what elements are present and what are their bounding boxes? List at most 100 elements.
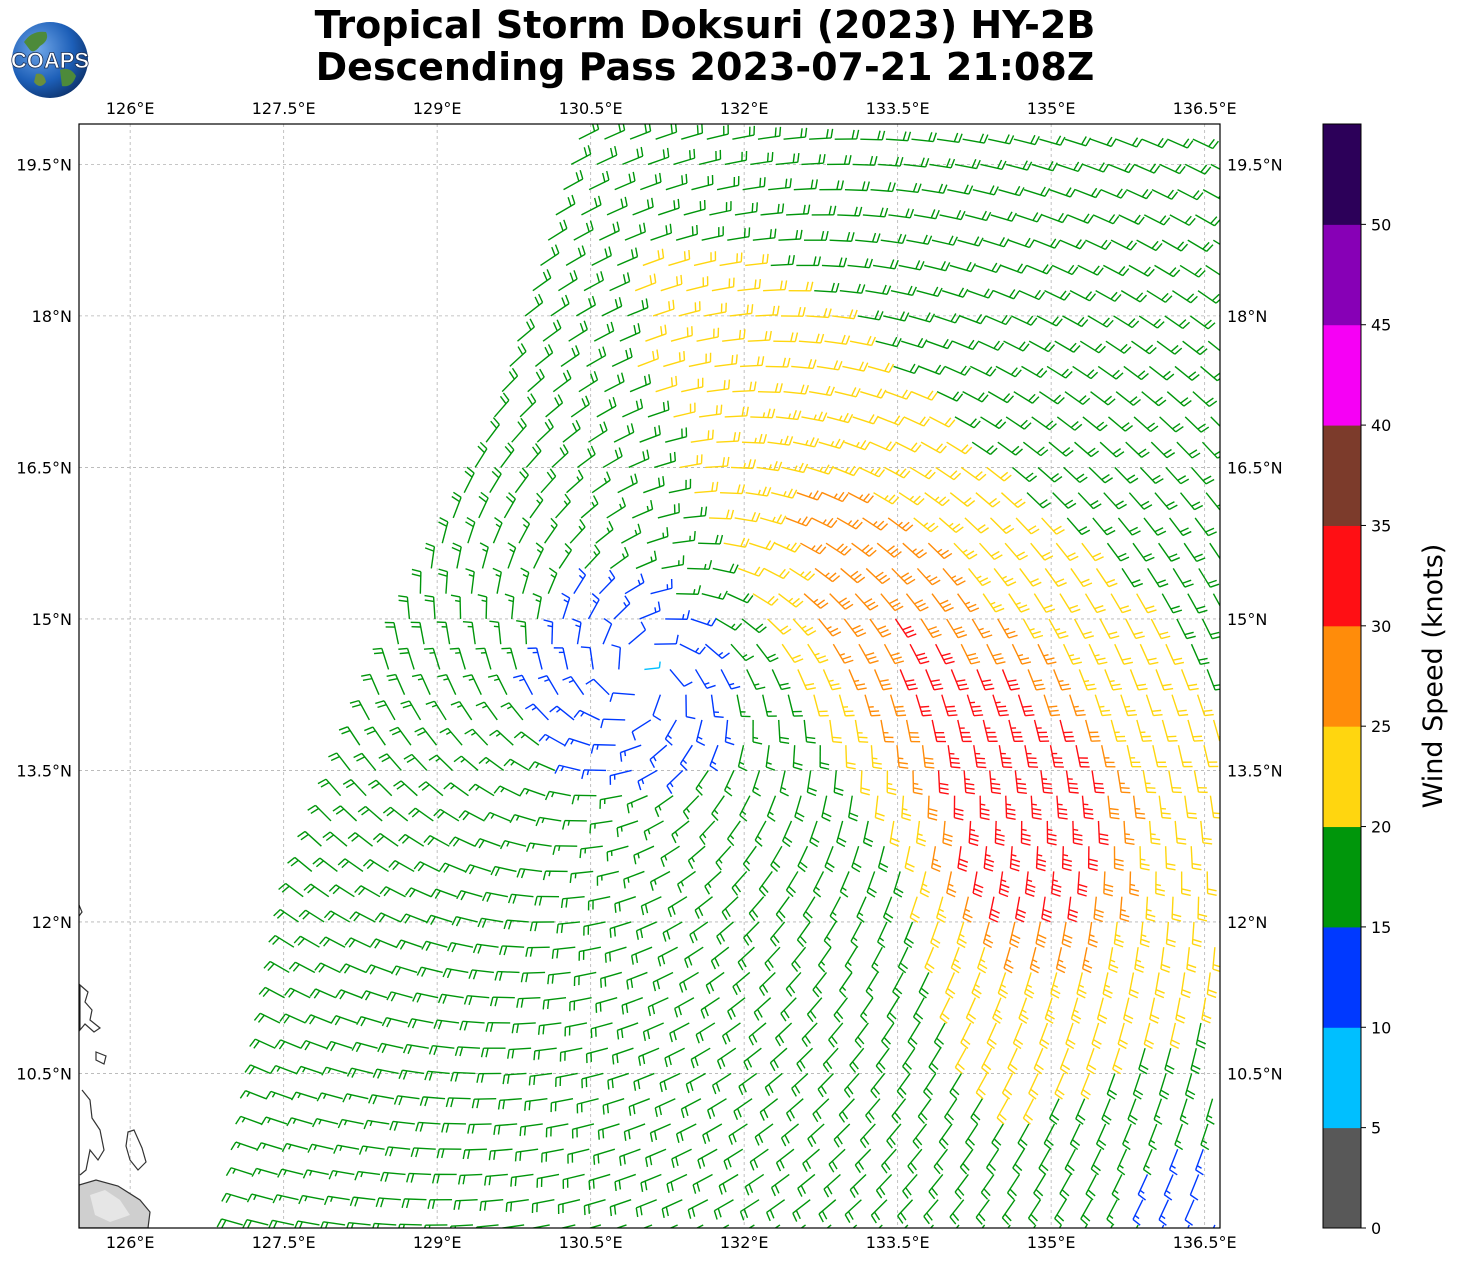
wind-barb bbox=[1160, 947, 1171, 973]
wind-barb bbox=[221, 1192, 248, 1204]
wind-barb bbox=[791, 946, 807, 972]
wind-barb bbox=[1114, 643, 1133, 665]
wind-barb bbox=[738, 566, 765, 577]
wind-barb bbox=[893, 871, 904, 898]
wind-barb bbox=[687, 845, 706, 869]
wind-barb bbox=[462, 1148, 487, 1160]
wind-barb bbox=[1090, 1148, 1102, 1176]
wind-barb bbox=[847, 492, 874, 504]
wind-barb bbox=[349, 911, 376, 923]
wind-barb bbox=[991, 1123, 1004, 1150]
wind-barb bbox=[1168, 770, 1182, 794]
wind-barb bbox=[626, 795, 648, 814]
wind-barb bbox=[450, 594, 462, 619]
wind-barb bbox=[1095, 290, 1122, 302]
wind-barb bbox=[809, 385, 835, 397]
wind-barb bbox=[561, 819, 587, 830]
wind-barb bbox=[844, 1199, 862, 1223]
wind-barb bbox=[662, 921, 683, 942]
wind-barb bbox=[746, 669, 766, 690]
wind-barb bbox=[734, 512, 761, 523]
wind-barb bbox=[1195, 1022, 1207, 1049]
wind-barb bbox=[907, 1148, 923, 1174]
wind-barb bbox=[263, 960, 290, 974]
wind-barb bbox=[1054, 1073, 1065, 1100]
wind-barb bbox=[1164, 1048, 1175, 1075]
wind-barb bbox=[480, 1047, 506, 1058]
wind-barb bbox=[834, 129, 860, 140]
wind-barb bbox=[1165, 643, 1185, 665]
wind-barb bbox=[602, 1098, 625, 1115]
wind-barb bbox=[436, 1148, 462, 1159]
wind-barb bbox=[402, 1043, 429, 1055]
wind-barb bbox=[637, 769, 658, 791]
wind-barb bbox=[829, 231, 855, 242]
wind-barb bbox=[1049, 187, 1076, 198]
wind-barb bbox=[288, 961, 316, 974]
wind-barb bbox=[1005, 416, 1032, 430]
wind-barb bbox=[407, 1018, 434, 1029]
wind-barb bbox=[1049, 745, 1064, 768]
wind-barb bbox=[814, 567, 841, 583]
wind-barb bbox=[1095, 1123, 1107, 1151]
wind-barb bbox=[982, 921, 994, 949]
wind-barb bbox=[1194, 517, 1217, 537]
wind-barb bbox=[534, 344, 554, 367]
wind-barb bbox=[390, 965, 418, 976]
wind-barb bbox=[1134, 947, 1145, 973]
wind-barb bbox=[1082, 416, 1108, 432]
wind-barb bbox=[690, 617, 718, 627]
wind-barb bbox=[881, 1022, 895, 1049]
wind-barb bbox=[992, 694, 1009, 717]
wind-barb bbox=[748, 1224, 755, 1228]
wind-barb bbox=[1103, 492, 1127, 510]
wind-barb bbox=[1111, 1174, 1123, 1201]
wind-barb bbox=[346, 1221, 371, 1228]
wind-barb bbox=[564, 1022, 588, 1037]
wind-barb bbox=[823, 1173, 841, 1198]
wind-barb bbox=[860, 130, 886, 141]
wind-barb bbox=[944, 1098, 958, 1125]
wind-barb bbox=[672, 531, 696, 544]
wind-barb bbox=[1120, 290, 1148, 303]
wind-barb bbox=[1176, 441, 1201, 459]
wind-barb bbox=[845, 745, 856, 770]
wind-barb bbox=[464, 728, 489, 746]
wind-barb bbox=[709, 744, 719, 772]
wind-barb bbox=[811, 517, 838, 529]
wind-barb bbox=[949, 492, 976, 507]
wind-barb bbox=[724, 150, 748, 166]
wind-barb bbox=[993, 567, 1017, 587]
wind-barb bbox=[862, 820, 874, 847]
wind-barb bbox=[1006, 1174, 1021, 1200]
wind-barb bbox=[1084, 593, 1106, 614]
wind-barb bbox=[354, 885, 381, 898]
wind-barb bbox=[998, 871, 1010, 898]
wind-barb bbox=[758, 871, 773, 897]
wind-barb bbox=[814, 282, 840, 293]
wind-barb bbox=[514, 1148, 539, 1162]
wind-barb bbox=[1110, 719, 1127, 742]
wind-barb bbox=[960, 466, 987, 481]
wind-barb bbox=[1036, 315, 1063, 327]
wind-barb bbox=[665, 610, 691, 620]
wind-barb bbox=[1048, 618, 1069, 639]
wind-barb bbox=[913, 517, 939, 533]
wind-barb bbox=[711, 1072, 732, 1095]
wind-barb bbox=[1101, 1098, 1112, 1125]
wind-barb bbox=[1167, 138, 1194, 149]
wind-barb bbox=[1133, 163, 1161, 174]
wind-barb bbox=[1076, 972, 1087, 999]
wind-barb bbox=[400, 700, 422, 721]
wind-barb bbox=[903, 921, 914, 949]
wind-barb bbox=[1022, 1098, 1035, 1125]
wind-barb bbox=[1061, 921, 1073, 948]
wind-barb bbox=[573, 971, 597, 987]
wind-barb bbox=[287, 856, 313, 872]
wind-barb bbox=[968, 567, 991, 587]
wind-barb bbox=[342, 779, 367, 797]
wind-barb bbox=[492, 516, 503, 544]
wind-barb bbox=[644, 661, 661, 671]
wind-barb bbox=[916, 286, 943, 297]
wind-barb bbox=[1200, 820, 1213, 845]
